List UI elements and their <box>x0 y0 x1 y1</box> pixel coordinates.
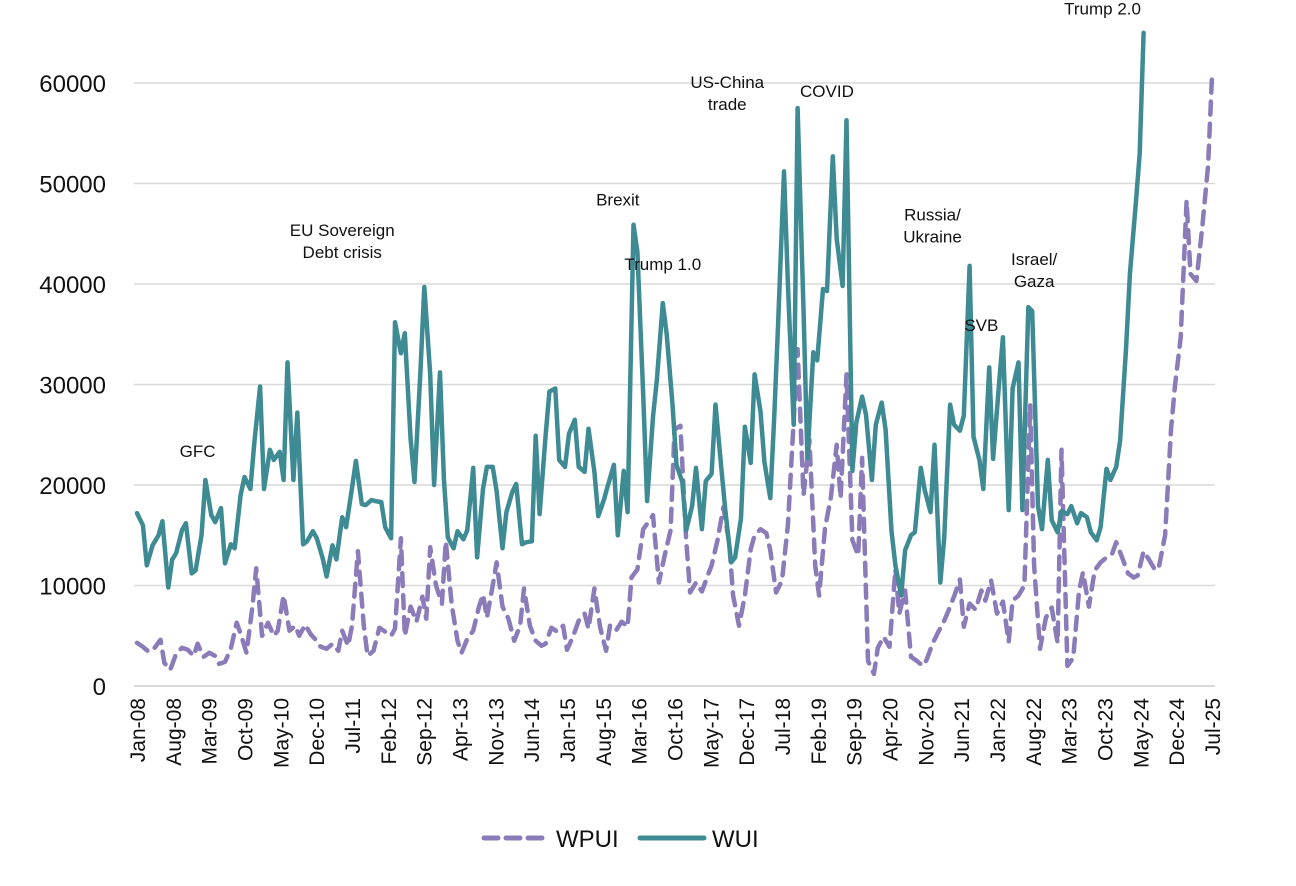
legend-wui-label: WUI <box>712 826 759 853</box>
x-tick-label: Feb-12 <box>378 698 401 765</box>
x-tick-label: Sep-12 <box>414 698 437 766</box>
x-tick-label: Jan-08 <box>127 698 150 762</box>
x-tick-label: Jul-18 <box>772 698 795 755</box>
annotation-label: US-China trade <box>690 73 764 114</box>
x-tick-label: Jun-14 <box>521 698 544 763</box>
x-tick-label: May-10 <box>270 698 293 768</box>
annotation-label: Trump 1.0 <box>624 255 701 274</box>
x-tick-label: Sep-19 <box>844 698 867 766</box>
x-tick-label: Nov-13 <box>485 698 508 766</box>
x-tick-label: Mar-23 <box>1059 698 1082 765</box>
x-tick-label: Oct-16 <box>665 698 688 761</box>
x-tick-label: Apr-20 <box>880 698 903 761</box>
x-tick-label: Aug-08 <box>163 698 186 766</box>
x-tick-label: Aug-15 <box>593 698 616 766</box>
y-tick-label: 0 <box>93 674 106 701</box>
annotation-label: Israel/Gaza <box>1011 250 1058 291</box>
series-lines <box>134 30 1215 677</box>
legend-wpui-label: WPUI <box>556 826 619 853</box>
x-tick-label: Mar-09 <box>199 698 222 765</box>
y-tick-label: 20000 <box>39 473 106 500</box>
y-tick-label: 40000 <box>39 272 106 299</box>
x-tick-label: Aug-22 <box>1023 698 1046 766</box>
annotation-label: SVB <box>964 316 998 335</box>
x-axis: Jan-08 Aug-08 Mar-09 Oct-09 May-10 Dec-10 Jul-… <box>127 685 1225 768</box>
x-tick-label: Mar-16 <box>629 698 652 765</box>
x-tick-label: Dec-10 <box>306 698 329 766</box>
annotation-label: COVID <box>800 82 854 101</box>
annotation-label: Russia/Ukraine <box>903 206 962 247</box>
x-tick-label: Jun-21 <box>951 698 974 762</box>
y-tick-label: 10000 <box>39 574 106 601</box>
annotation-label: GFC <box>180 442 216 461</box>
y-tick-label: 30000 <box>39 373 106 400</box>
annotation-label: Trump 2.0 <box>1064 0 1141 19</box>
x-tick-label: Jul-25 <box>1202 698 1225 755</box>
y-tick-label: 50000 <box>39 172 106 199</box>
series-line-wpui <box>134 73 1215 677</box>
x-tick-label: Apr-13 <box>450 698 473 761</box>
x-tick-label: Dec-17 <box>736 698 759 766</box>
y-tick-label: 60000 <box>39 71 106 98</box>
x-tick-label: May-24 <box>1130 698 1153 768</box>
x-tick-label: Jul-11 <box>342 698 365 754</box>
x-tick-label: Dec-24 <box>1166 698 1189 766</box>
annotation-label: EU Sovereign Debt crisis <box>290 221 395 262</box>
x-tick-label: Oct-23 <box>1095 698 1118 761</box>
annotations: GFC EU Sovereign Debt crisis Brexit Trump 1.… <box>180 0 1141 461</box>
x-tick-label: Oct-09 <box>235 698 258 761</box>
annotation-label: Brexit <box>596 191 640 210</box>
x-tick-label: Feb-19 <box>808 698 831 765</box>
y-axis: 0 10000 20000 30000 40000 50000 60000 <box>39 71 106 701</box>
x-tick-label: Jan-15 <box>557 698 580 762</box>
legend: WPUI WUI <box>481 826 759 853</box>
x-tick-label: May-17 <box>700 698 723 768</box>
x-tick-label: Jan-22 <box>987 698 1010 762</box>
x-tick-label: Nov-20 <box>915 698 938 766</box>
series-line-wui <box>134 30 1146 598</box>
